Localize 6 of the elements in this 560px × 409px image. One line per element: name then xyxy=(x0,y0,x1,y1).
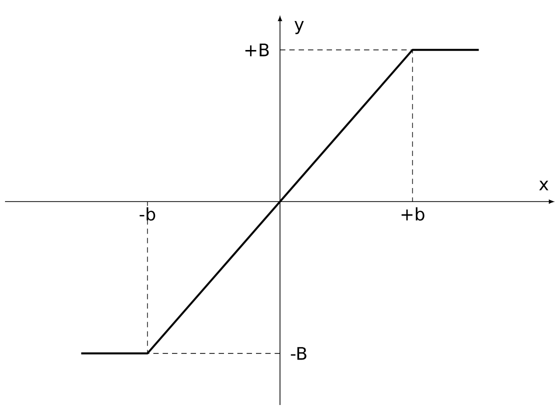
x-tick-label: +b xyxy=(402,207,424,221)
x-tick-label: -b xyxy=(140,207,156,221)
annotation: -B xyxy=(290,347,306,360)
x-axis-title: x xyxy=(539,180,548,190)
y-axis-title: y xyxy=(294,21,304,34)
annotation: +B xyxy=(245,44,269,56)
